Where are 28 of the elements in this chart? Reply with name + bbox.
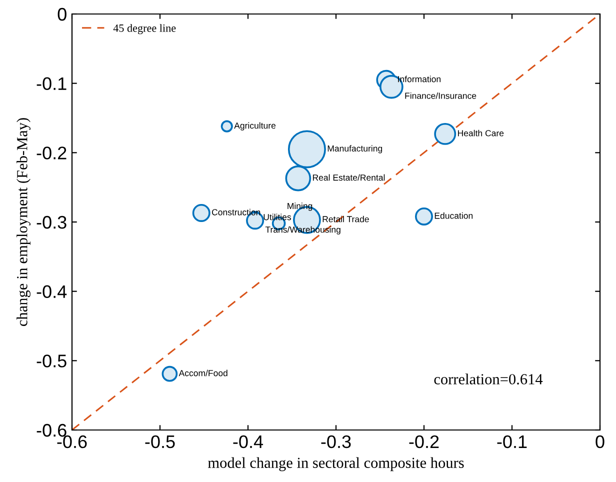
y-tick-label: -0.5 — [36, 354, 66, 368]
annotation: correlation=0.614 — [434, 374, 543, 384]
x-tick-label: -0.1 — [497, 435, 527, 448]
y-tick-label: -0.6 — [36, 424, 66, 437]
y-tick-label: -0.2 — [36, 146, 66, 160]
x-tick-label: 0 — [596, 435, 604, 448]
x-tick-label: -0.4 — [233, 435, 264, 448]
annotation: Agriculture — [234, 122, 276, 130]
x-axis-title: model change in sectoral composite hours — [208, 457, 464, 472]
annotation: Construction — [212, 208, 260, 216]
y-tick-label: 0 — [58, 8, 66, 21]
x-tick-label: -0.5 — [145, 435, 175, 448]
y-tick-label: -0.1 — [36, 77, 66, 90]
legend-label: 45 degree line — [113, 24, 176, 34]
annotation: Accom/Food — [178, 370, 228, 376]
annotation: Manufacturing — [328, 145, 382, 154]
annotation: Health Care — [458, 130, 504, 136]
x-tick-label: -0.2 — [409, 435, 439, 448]
x-tick-label: -0.3 — [321, 435, 351, 448]
annotation: Mining — [288, 202, 312, 211]
annotation: Finance/Insurance — [405, 92, 476, 99]
y-tick-label: -0.4 — [36, 285, 67, 298]
annotation: Utilities — [264, 214, 292, 220]
annotation: Real Estate/Rental — [312, 174, 385, 181]
y-tick-label: -0.3 — [36, 216, 66, 229]
annotation: Education — [434, 212, 473, 219]
y-axis-title: change in employment (Feb-May) — [16, 118, 30, 326]
x-tick-label: -0.6 — [57, 435, 87, 448]
